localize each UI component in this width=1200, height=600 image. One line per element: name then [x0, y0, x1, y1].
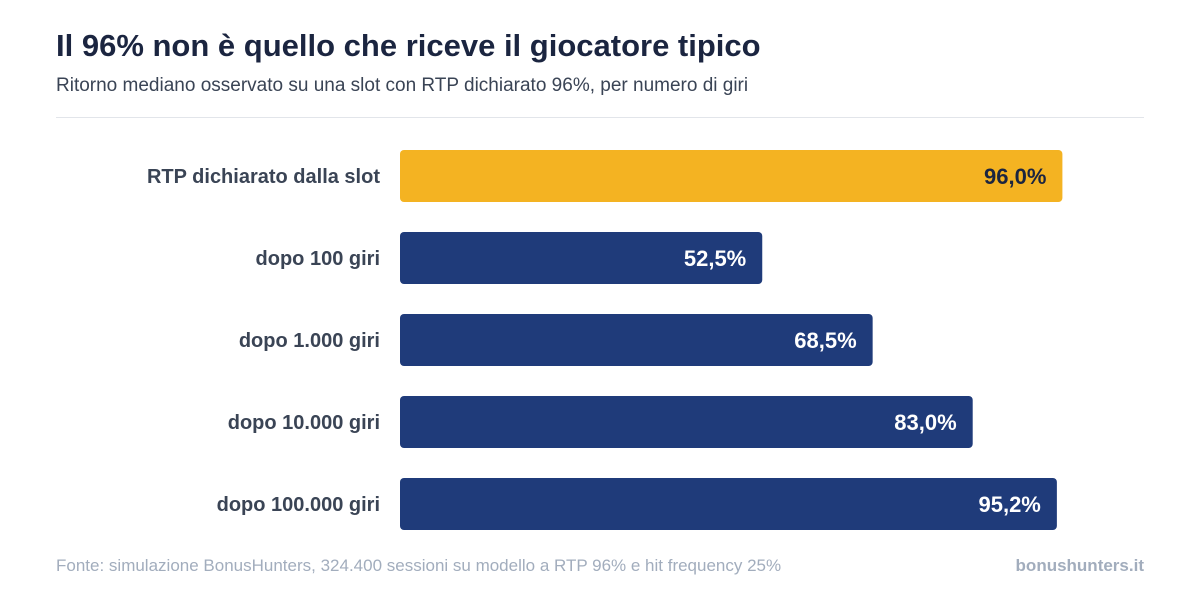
bar — [400, 232, 763, 284]
chart-title: Il 96% non è quello che riceve il giocat… — [56, 28, 761, 63]
value-label: 95,2% — [978, 492, 1040, 517]
category-label: dopo 1.000 giri — [239, 330, 380, 352]
bar — [400, 478, 1057, 530]
bar-group: dopo 100.000 giri 95,2% — [217, 478, 1057, 530]
category-label: RTP dichiarato dalla slot — [147, 166, 380, 188]
category-label: dopo 100 giri — [256, 248, 380, 270]
bar-group: RTP dichiarato dalla slot 96,0% — [147, 150, 1063, 202]
value-label: 68,5% — [794, 328, 856, 353]
value-label: 83,0% — [894, 410, 956, 435]
brand-link[interactable]: bonushunters.it — [1015, 556, 1144, 575]
bar — [400, 314, 873, 366]
bar-group: dopo 100 giri 52,5% — [256, 232, 763, 284]
header-divider — [56, 117, 1144, 118]
bar — [400, 396, 973, 448]
chart-subtitle: Ritorno mediano osservato su una slot co… — [56, 75, 749, 96]
value-label: 52,5% — [684, 246, 746, 271]
source-note: Fonte: simulazione BonusHunters, 324.400… — [56, 556, 782, 575]
bar-group: dopo 1.000 giri 68,5% — [239, 314, 873, 366]
bar — [400, 150, 1063, 202]
bar-group: dopo 10.000 giri 83,0% — [228, 396, 973, 448]
category-label: dopo 100.000 giri — [217, 494, 380, 516]
category-label: dopo 10.000 giri — [228, 412, 380, 434]
value-label: 96,0% — [984, 164, 1046, 189]
